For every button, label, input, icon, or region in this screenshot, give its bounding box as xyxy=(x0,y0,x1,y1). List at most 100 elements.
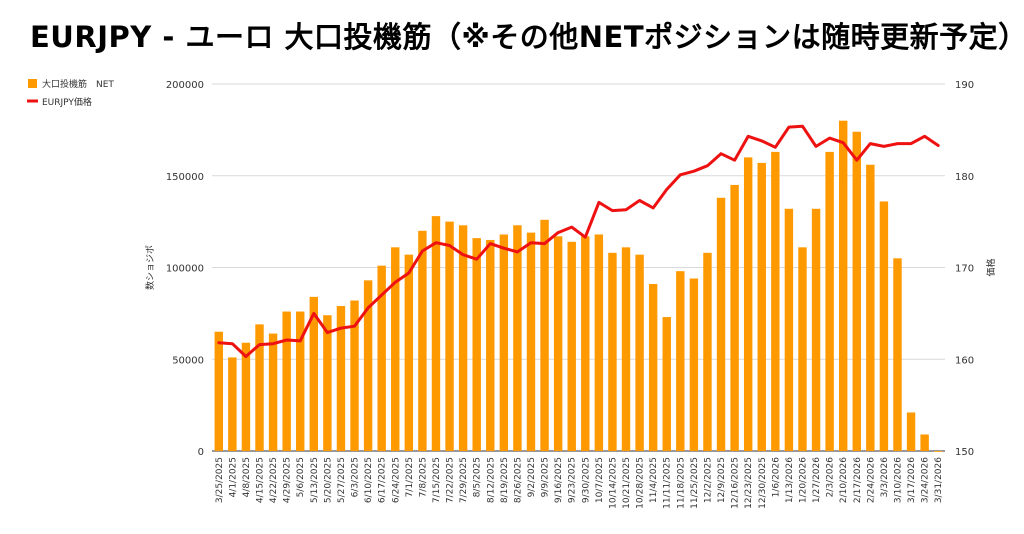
bar-net-position xyxy=(268,333,278,451)
x-tick-label: 2/10/2026 xyxy=(839,457,849,503)
bar-net-position xyxy=(458,225,468,451)
x-tick-label: 1/6/2026 xyxy=(771,457,781,498)
x-tick-label: 12/23/2025 xyxy=(744,457,754,509)
bar-net-position xyxy=(350,300,359,451)
left-tick-label: 200000 xyxy=(166,80,204,91)
x-tick-label: 6/3/2025 xyxy=(351,457,361,497)
bar-net-position xyxy=(906,412,916,451)
x-tick-label: 3/31/2026 xyxy=(934,457,944,503)
x-tick-label: 9/16/2025 xyxy=(554,457,564,503)
x-tick-label: 5/27/2025 xyxy=(337,457,347,503)
x-tick-label: 7/15/2025 xyxy=(432,457,442,503)
x-tick-label: 5/20/2025 xyxy=(323,457,333,503)
x-tick-label: 9/30/2025 xyxy=(581,457,591,503)
bar-net-position xyxy=(486,239,495,451)
x-tick-label: 8/12/2025 xyxy=(486,457,496,503)
bar-net-position xyxy=(540,219,549,451)
bar-net-position xyxy=(689,278,699,451)
left-tick-label: 50000 xyxy=(172,355,204,366)
bar-net-position xyxy=(866,164,875,452)
x-tick-label: 7/22/2025 xyxy=(446,457,456,503)
x-tick-label: 6/17/2025 xyxy=(378,457,388,503)
bar-net-position xyxy=(255,324,264,451)
x-tick-label: 11/25/2025 xyxy=(690,457,700,509)
x-tick-label: 1/13/2026 xyxy=(785,457,795,503)
x-tick-label: 10/7/2025 xyxy=(595,457,605,503)
x-tick-label: 11/11/2025 xyxy=(663,457,673,509)
bar-net-position xyxy=(214,331,223,451)
bar-net-position xyxy=(811,208,821,451)
bar-net-position xyxy=(635,254,644,451)
bar-net-position xyxy=(499,234,509,451)
x-tick-label: 11/4/2025 xyxy=(649,457,659,503)
right-tick-label: 150 xyxy=(955,447,974,458)
x-tick-label: 8/26/2025 xyxy=(513,457,523,503)
x-tick-label: 6/24/2025 xyxy=(391,457,401,503)
x-tick-label: 9/23/2025 xyxy=(568,457,578,503)
bar-net-position xyxy=(703,252,712,451)
bar-net-position xyxy=(445,221,454,451)
legend-bar-label: 大口投機筋 NET xyxy=(42,78,114,90)
bar-net-position xyxy=(784,208,794,451)
left-tick-label: 150000 xyxy=(166,172,204,183)
bar-net-position xyxy=(771,151,780,451)
x-tick-label: 5/13/2025 xyxy=(310,457,320,503)
x-tick-label: 4/8/2025 xyxy=(242,457,252,497)
bar-net-position xyxy=(893,258,902,451)
x-tick-label: 4/22/2025 xyxy=(269,457,279,503)
x-tick-label: 9/2/2025 xyxy=(527,457,537,497)
x-tick-label: 6/10/2025 xyxy=(364,457,374,503)
x-tick-label: 1/20/2026 xyxy=(798,457,808,503)
line-eurjpy-price xyxy=(217,124,940,358)
bar-net-position xyxy=(323,315,332,451)
bar-net-position xyxy=(296,311,305,451)
x-tick-label: 11/18/2025 xyxy=(676,457,686,509)
x-tick-label: 10/28/2025 xyxy=(636,457,646,509)
x-tick-label: 4/1/2025 xyxy=(228,457,238,497)
bar-net-position xyxy=(336,306,346,451)
bar-net-position xyxy=(418,230,427,451)
x-tick-label: 10/21/2025 xyxy=(622,457,632,509)
bar-net-position xyxy=(838,120,848,451)
bar-net-position xyxy=(404,254,414,451)
bar-net-position xyxy=(391,247,400,451)
bar-net-position xyxy=(798,247,807,451)
bar-net-position xyxy=(879,201,889,451)
x-tick-label: 3/17/2026 xyxy=(907,457,917,503)
left-tick-label: 100000 xyxy=(166,264,204,275)
x-tick-label: 8/5/2025 xyxy=(473,457,483,497)
bar-net-position xyxy=(852,131,861,451)
x-tick-label: 4/29/2025 xyxy=(283,457,293,503)
right-axis-title: 価格 xyxy=(985,258,997,276)
bar-net-position xyxy=(431,216,441,451)
x-tick-label: 2/3/2026 xyxy=(826,457,836,498)
bar-net-position xyxy=(513,225,522,451)
bar-net-position xyxy=(608,252,617,451)
legend-bar-swatch xyxy=(28,79,37,88)
x-tick-label: 12/2/2025 xyxy=(703,457,713,503)
bar-net-position xyxy=(716,197,726,451)
x-tick-label: 9/9/2025 xyxy=(541,457,551,497)
bar-net-position xyxy=(757,162,766,451)
bar-net-position xyxy=(282,311,291,451)
bar-net-position xyxy=(309,296,319,451)
x-tick-label: 4/15/2025 xyxy=(256,457,266,503)
x-tick-label: 5/6/2025 xyxy=(296,457,306,497)
legend-line-label: EURJPY価格 xyxy=(42,96,92,108)
bar-net-position xyxy=(581,236,590,451)
left-tick-label: 0 xyxy=(198,447,204,458)
bar-net-position xyxy=(567,241,576,451)
bar-net-position xyxy=(676,271,685,451)
x-tick-label: 3/25/2025 xyxy=(215,457,225,503)
bar-net-position xyxy=(241,342,251,451)
bar-net-position xyxy=(377,265,386,451)
bar-net-position xyxy=(743,157,753,451)
right-tick-label: 170 xyxy=(955,264,974,275)
x-tick-label: 3/3/2026 xyxy=(880,457,890,498)
bar-net-position xyxy=(662,317,671,451)
x-tick-label: 12/16/2025 xyxy=(731,457,741,509)
x-tick-label: 7/1/2025 xyxy=(405,457,415,497)
bar-net-position xyxy=(228,357,237,451)
bar-net-position xyxy=(553,236,563,451)
